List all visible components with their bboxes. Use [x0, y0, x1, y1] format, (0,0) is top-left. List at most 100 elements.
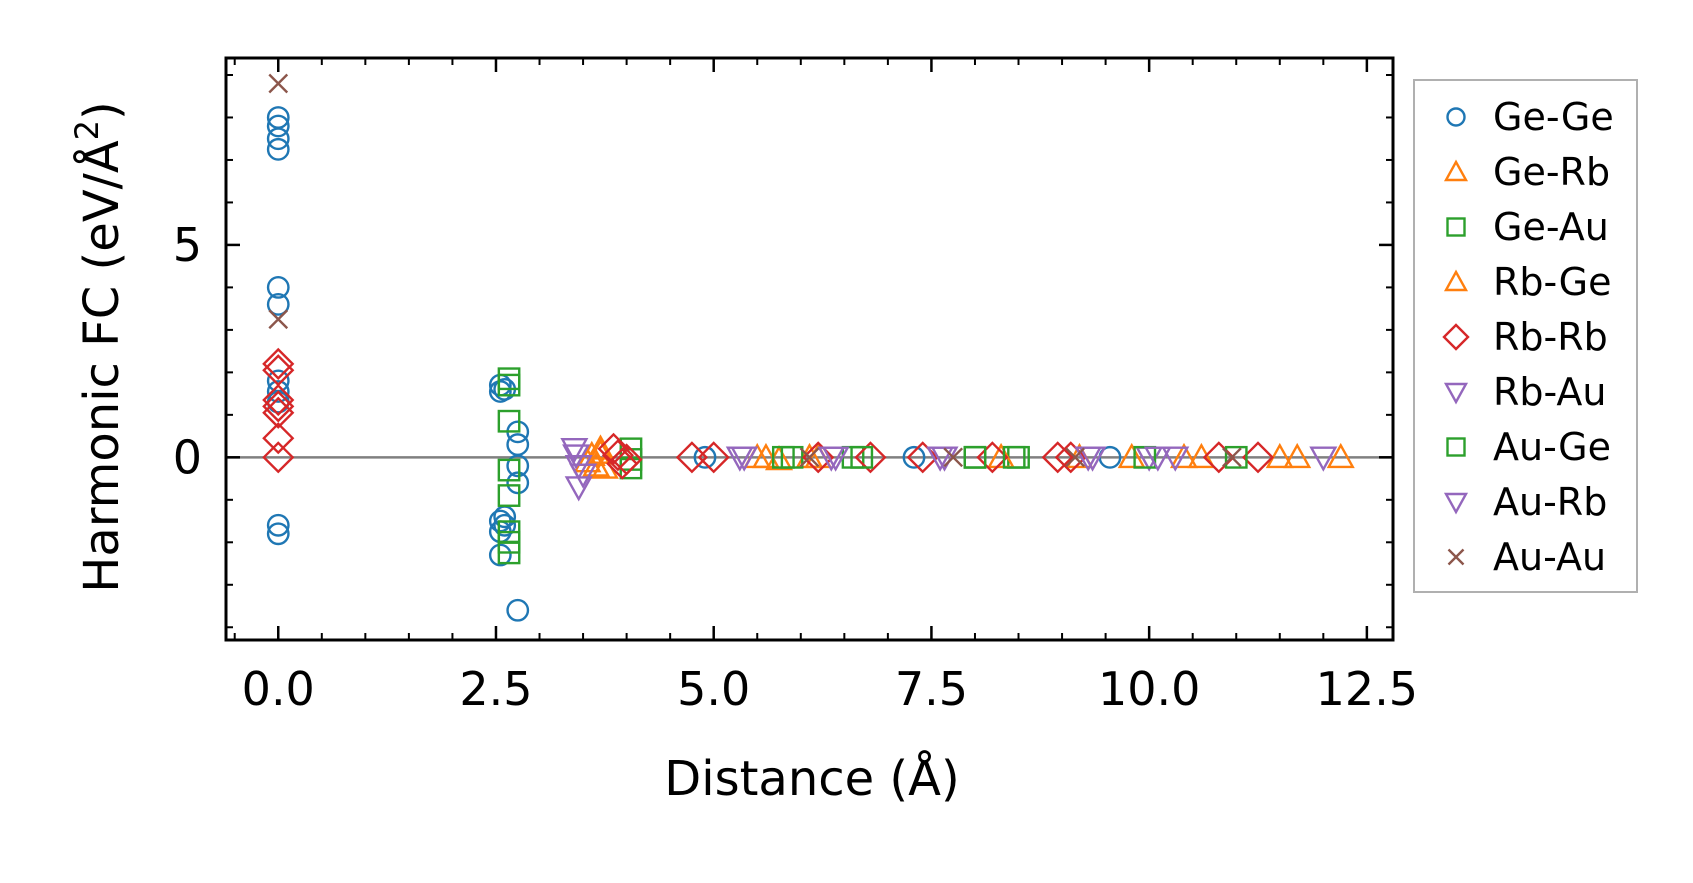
legend-label-ge-au: Ge-Au [1493, 205, 1609, 249]
data-point-rb-rb [802, 441, 835, 474]
legend-marker-au-ge [1446, 437, 1466, 457]
legend-marker-rb-ge [1443, 269, 1469, 292]
series-rb-rb [262, 347, 1275, 480]
legend-label-ge-ge: Ge-Ge [1493, 95, 1614, 139]
legend-marker-rb-au [1443, 382, 1469, 405]
data-point-ge-au [497, 458, 521, 482]
data-point-ge-au [497, 541, 521, 565]
data-point-ge-ge [266, 137, 290, 161]
legend-item-ge-rb: Ge-Rb [1443, 150, 1610, 194]
data-point-rb-rb [906, 441, 939, 474]
legend-label-rb-rb: Rb-Rb [1493, 315, 1608, 359]
data-point-rb-rb [262, 422, 295, 455]
data-point-rb-rb [1041, 441, 1074, 474]
data-point-au-au [799, 447, 820, 468]
data-point-au-rb [821, 446, 850, 472]
data-point-rb-ge [573, 447, 602, 473]
legend-item-ge-ge: Ge-Ge [1446, 95, 1614, 139]
data-point-ge-rb [1265, 442, 1294, 469]
data-point-rb-rb [262, 441, 295, 474]
data-point-ge-ge [266, 522, 290, 546]
data-point-rb-ge [1169, 442, 1199, 469]
data-point-rb-au [569, 463, 598, 489]
x-tick-label: 5.0 [677, 662, 750, 716]
data-point-rb-rb [601, 439, 635, 472]
data-point-ge-rb [1187, 442, 1216, 469]
data-point-ge-ge [266, 127, 290, 151]
legend-marker-rb-rb [1442, 323, 1470, 351]
data-point-ge-rb [1326, 442, 1355, 469]
data-point-ge-ge [493, 513, 517, 537]
x-tick-label: 7.5 [895, 662, 968, 716]
series-layer [262, 73, 1355, 622]
ticks-layer [226, 58, 1393, 640]
legend-box [1413, 79, 1638, 593]
data-point-ge-ge [266, 380, 290, 403]
legend-item-au-ge: Au-Ge [1446, 425, 1611, 469]
legend-marker-au-au [1447, 548, 1465, 566]
x-tick-label: 0.0 [242, 662, 315, 716]
series-au-rb [725, 446, 1172, 472]
legend-label-au-au: Au-Au [1493, 535, 1606, 579]
data-point-au-ge [1002, 445, 1026, 469]
data-point-rb-rb [610, 443, 643, 476]
series-au-au [268, 73, 1242, 468]
legend-label-rb-au: Rb-Au [1493, 370, 1606, 414]
legend-label-au-ge: Au-Ge [1493, 425, 1611, 469]
data-point-au-au [943, 447, 964, 468]
legend-item-rb-au: Rb-Au [1443, 370, 1606, 414]
data-point-au-au [1065, 447, 1085, 468]
data-point-ge-au [497, 484, 521, 507]
data-point-rb-rb [597, 432, 630, 465]
data-point-rb-rb [262, 390, 295, 423]
legend-marker-ge-rb [1443, 159, 1469, 182]
data-point-ge-au [497, 409, 521, 433]
data-point-au-ge [1224, 445, 1248, 469]
data-point-rb-rb [854, 441, 887, 474]
legend-item-au-au: Au-Au [1447, 535, 1606, 579]
data-point-ge-au [497, 373, 521, 397]
legend-marker-ge-ge [1446, 107, 1466, 127]
data-point-rb-rb [262, 396, 295, 429]
data-point-rb-rb [976, 441, 1009, 474]
data-point-ge-ge [266, 114, 290, 138]
data-point-rb-au [1161, 446, 1190, 472]
legend-item-rb-rb: Rb-Rb [1442, 315, 1608, 359]
y-tick-label: 0 [173, 430, 202, 484]
data-point-ge-rb [586, 434, 615, 460]
legend-marker-au-rb [1443, 492, 1469, 515]
data-point-ge-rb [1283, 442, 1312, 469]
data-point-ge-ge [506, 454, 530, 478]
data-point-au-rb [725, 446, 754, 472]
y-axis-label-superscript: 2 [68, 120, 106, 140]
y-axis-label-end: ) [74, 101, 130, 120]
data-point-ge-ge [488, 543, 512, 567]
legend-label-au-rb: Au-Rb [1493, 480, 1607, 524]
legend-item-rb-ge: Rb-Ge [1443, 260, 1611, 304]
data-point-ge-ge [266, 276, 290, 299]
data-point-au-au [268, 73, 289, 94]
data-point-ge-ge [506, 598, 530, 622]
data-point-au-rb [1143, 446, 1172, 472]
data-point-ge-ge [266, 513, 290, 537]
data-point-au-ge [963, 445, 987, 469]
tick-labels-layer: 0.0 2.5 5.0 7.5 10.0 12.5 0 5 [173, 218, 1418, 716]
data-point-rb-rb [697, 441, 730, 474]
y-axis-label-main: Harmonic FC (eV/Å [73, 140, 130, 593]
data-point-au-ge [850, 445, 874, 469]
data-point-rb-rb [1241, 441, 1275, 474]
x-axis-label: Distance (Å) [664, 750, 959, 807]
data-point-au-au [268, 309, 289, 330]
legend-item-ge-au: Ge-Au [1446, 205, 1609, 249]
y-axis-label: Harmonic FC (eV/Å2) [68, 101, 130, 593]
legend-label-rb-ge: Rb-Ge [1493, 260, 1611, 304]
data-point-ge-ge [506, 471, 530, 495]
data-point-au-ge [771, 445, 795, 469]
x-tick-label: 2.5 [459, 662, 532, 716]
data-point-ge-ge [506, 433, 530, 456]
plot-frame [224, 56, 1395, 642]
y-tick-label: 5 [173, 218, 202, 272]
legend-item-au-rb: Au-Rb [1443, 480, 1607, 524]
data-point-rb-rb [262, 383, 295, 417]
